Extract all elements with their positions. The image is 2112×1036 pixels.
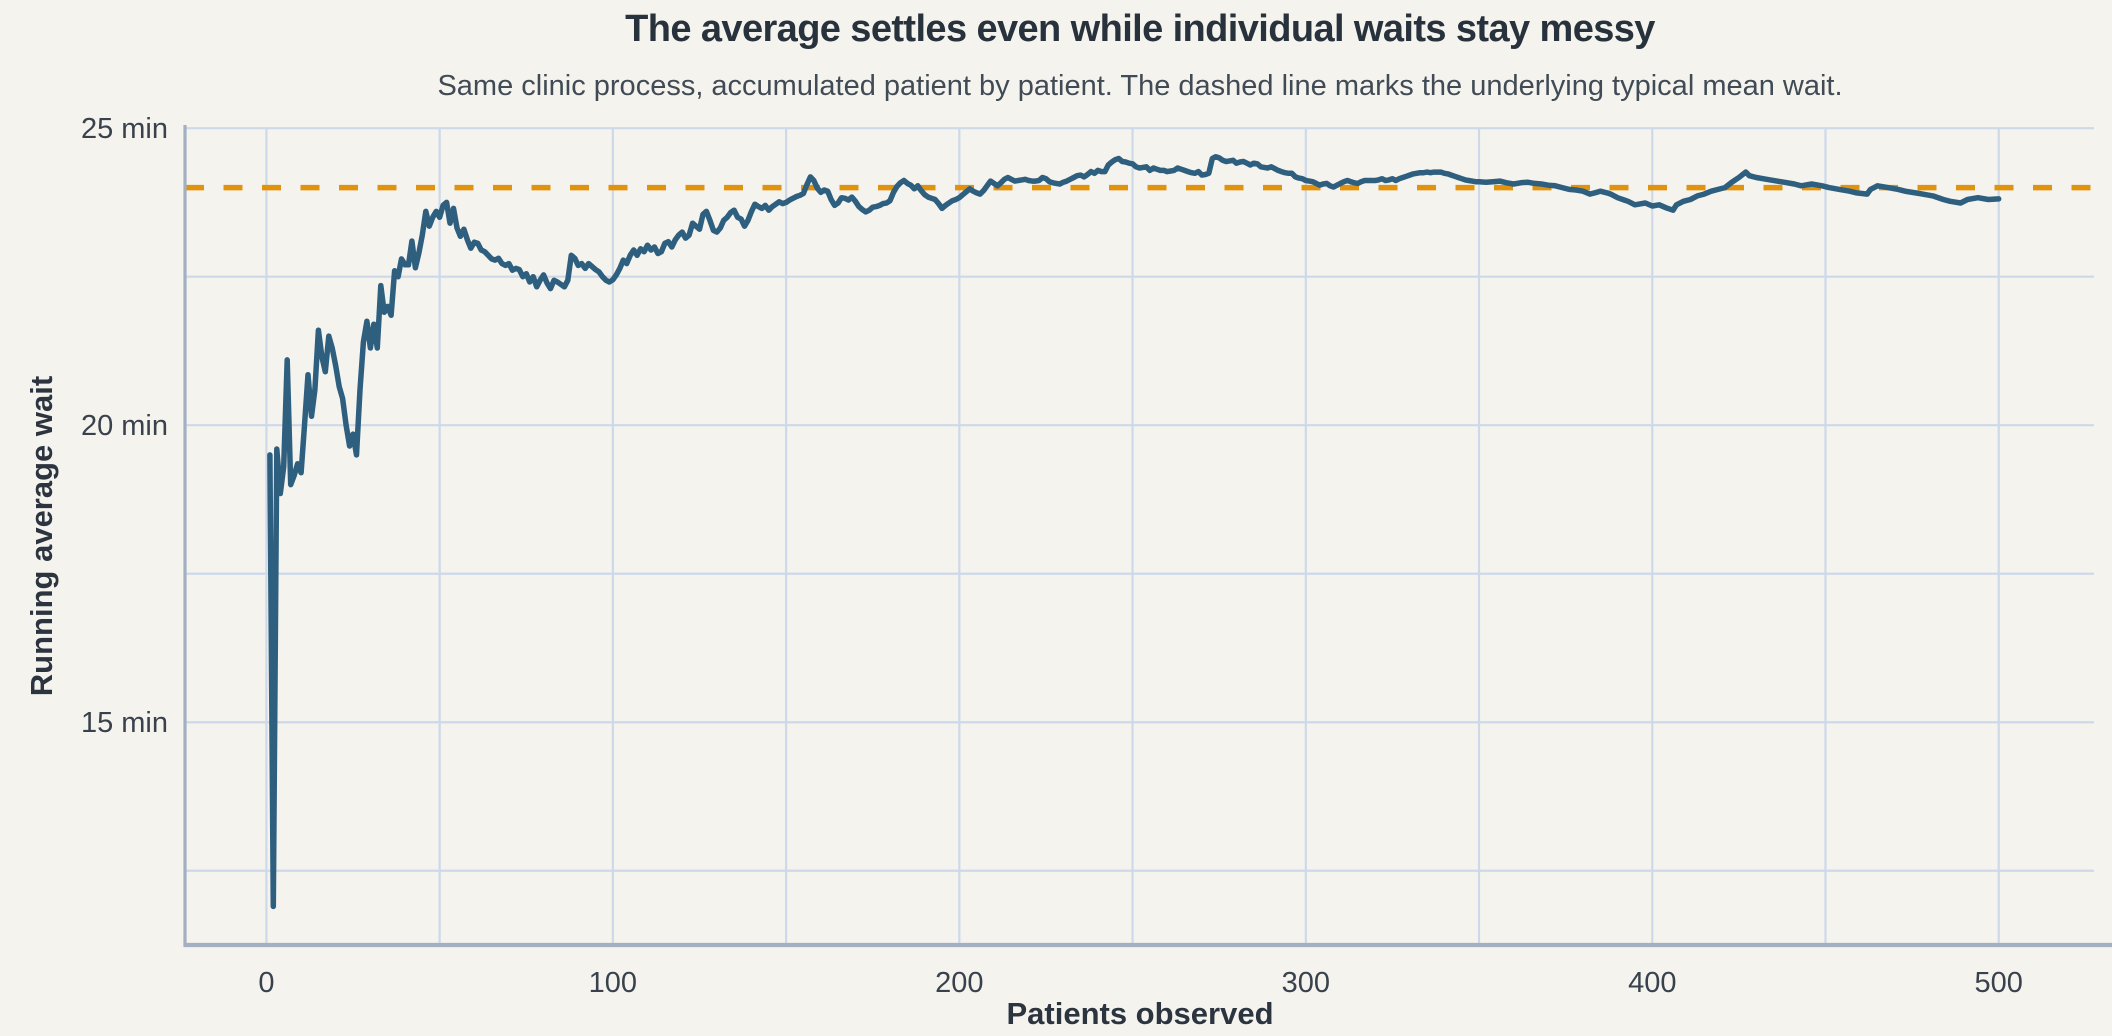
y-tick-label: 25 min bbox=[81, 113, 168, 145]
x-axis-title: Patients observed bbox=[1006, 996, 1274, 1031]
x-tick-label: 100 bbox=[589, 967, 637, 999]
x-tick-label: 500 bbox=[1975, 967, 2023, 999]
running-average-line bbox=[267, 153, 2002, 910]
x-tick-label: 0 bbox=[258, 967, 274, 999]
x-tick-label: 400 bbox=[1628, 967, 1676, 999]
chart-subtitle: Same clinic process, accumulated patient… bbox=[437, 70, 1843, 102]
y-axis-title: Running average wait bbox=[24, 375, 59, 697]
x-tick-label: 300 bbox=[1282, 967, 1330, 999]
y-tick-label: 15 min bbox=[81, 707, 168, 739]
chart-title: The average settles even while individua… bbox=[625, 8, 1655, 50]
y-tick-label: 20 min bbox=[81, 410, 168, 442]
x-tick-label: 200 bbox=[935, 967, 983, 999]
